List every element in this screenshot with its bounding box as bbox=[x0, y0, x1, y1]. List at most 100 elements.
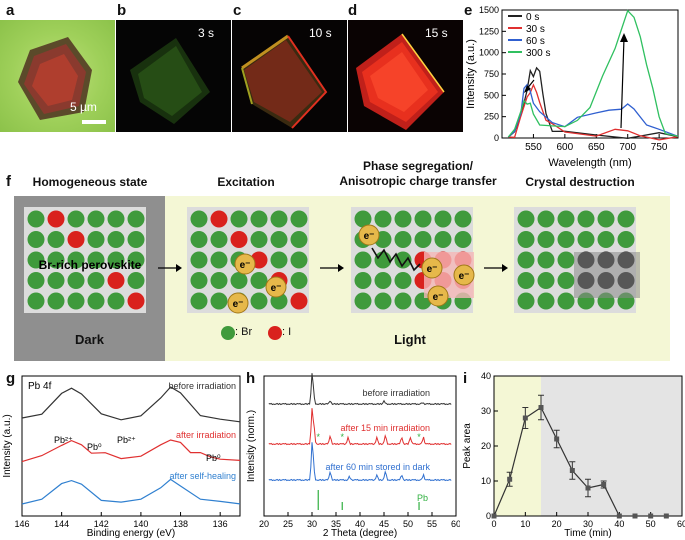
grid-homogeneous-atom bbox=[87, 251, 105, 269]
grid-excitation-atom bbox=[210, 210, 228, 228]
time-label-c: 10 s bbox=[309, 26, 332, 40]
e-series-line-3 bbox=[507, 9, 679, 138]
i-data-point bbox=[522, 415, 528, 421]
electron-6-label: e⁻ bbox=[459, 271, 470, 282]
grid-destruction-atom bbox=[537, 292, 555, 310]
grid-homogeneous-atom bbox=[27, 251, 45, 269]
g-ylabel: Intensity (a.u.) bbox=[2, 414, 13, 477]
i-data-point bbox=[491, 513, 497, 519]
electron-1-label: e⁻ bbox=[240, 260, 251, 271]
g-title: Pb 4f bbox=[28, 381, 52, 392]
time-label-b: 3 s bbox=[198, 26, 215, 40]
grid-destruction-atom bbox=[577, 231, 595, 248]
grid-segregation-atom bbox=[414, 231, 432, 248]
chart-e: 550 600 650 700 750 0 250 500 750 1000 1250 1500 0 … bbox=[465, 5, 679, 169]
grid-excitation-atom bbox=[210, 231, 228, 248]
h-xtick-label: 50 bbox=[403, 519, 413, 529]
grid-segregation-atom bbox=[414, 210, 432, 228]
grid-excitation-atom bbox=[210, 272, 228, 289]
grid-segregation-atom bbox=[434, 210, 452, 228]
micrograph-d: 15 s bbox=[348, 20, 463, 132]
charge-transfer-wave bbox=[371, 247, 421, 272]
stage3-title: Phase segregation/ Anisotropic charge tr… bbox=[318, 159, 518, 189]
e-xlabel: Wavelength (nm) bbox=[548, 157, 631, 169]
e-ytick-label: 0 bbox=[494, 133, 499, 143]
g-xtick-label: 142 bbox=[94, 519, 109, 529]
g-xlabel: Binding energy (eV) bbox=[87, 528, 175, 539]
chart-h: 20 25 30 35 40 45 50 55 60 * * * before irradiatio… bbox=[246, 373, 460, 539]
grid-destruction-atom bbox=[537, 272, 555, 289]
grid-excitation-atom bbox=[290, 292, 308, 310]
electron-2-label: e⁻ bbox=[271, 283, 282, 294]
br-rich-label: Br-rich perovskite bbox=[38, 258, 142, 272]
time-label-d: 15 s bbox=[425, 26, 448, 40]
e-xtick-label: 600 bbox=[557, 142, 574, 153]
grid-segregation-atom bbox=[354, 272, 372, 289]
grid-homogeneous-atom bbox=[27, 292, 45, 310]
i-shade-region-0 bbox=[494, 376, 541, 516]
g-xtick-label: 140 bbox=[133, 519, 148, 529]
grid-excitation-atom bbox=[250, 210, 268, 228]
e-ytick-label: 500 bbox=[484, 90, 499, 100]
stage-arrow-1-head bbox=[176, 264, 182, 272]
grid-destruction-atom bbox=[517, 251, 535, 269]
grid-homogeneous-atom bbox=[67, 251, 85, 269]
grid-segregation-atom bbox=[394, 292, 412, 310]
g-annot-pb2-b: Pb²⁺ bbox=[117, 435, 136, 445]
grid-excitation-atom bbox=[190, 231, 208, 248]
g-xtick-label: 144 bbox=[54, 519, 69, 529]
grid-segregation-atom bbox=[374, 210, 392, 228]
grid-segregation-atom bbox=[454, 231, 472, 248]
electron-7 bbox=[427, 285, 449, 307]
grid-excitation-atom bbox=[210, 292, 228, 310]
stage1-title: Homogeneous state bbox=[32, 175, 148, 189]
legend-br-swatch bbox=[221, 326, 235, 340]
micrograph-b: 3 s bbox=[116, 20, 231, 132]
grid-homogeneous-atom bbox=[127, 231, 145, 248]
grid-destruction-atom bbox=[617, 210, 635, 228]
i-ytick-label: 30 bbox=[481, 406, 491, 416]
schematic-f: Homogeneous state Excitation Phase segre… bbox=[0, 159, 685, 367]
grid-segregation-atom bbox=[394, 231, 412, 248]
electron-2 bbox=[265, 276, 287, 298]
panel-label-e: e bbox=[464, 2, 473, 19]
arrow-red-growth bbox=[620, 37, 625, 129]
dark-label: Dark bbox=[75, 332, 104, 347]
grid-segregation-atom bbox=[354, 292, 372, 310]
i-xtick-label: 10 bbox=[520, 519, 530, 529]
g-annot-pb2-a: Pb²⁺ bbox=[54, 435, 73, 445]
grid-homogeneous-atom bbox=[127, 292, 145, 310]
i-ytick-label: 10 bbox=[481, 476, 491, 486]
grid-destruction-atom bbox=[617, 231, 635, 248]
grid-excitation-atom bbox=[290, 210, 308, 228]
panel-label-g: g bbox=[6, 370, 16, 387]
grid-destruction-atom bbox=[557, 251, 575, 269]
grid-excitation-atom bbox=[190, 272, 208, 289]
g-xtick-label: 136 bbox=[213, 519, 228, 529]
grid-homogeneous-atom bbox=[47, 231, 65, 248]
stage3-title-line2: Anisotropic charge transfer bbox=[339, 174, 497, 188]
h-xtick-label: 45 bbox=[379, 519, 389, 529]
grid-homogeneous-atom bbox=[87, 210, 105, 228]
grid-segregation-atom bbox=[434, 231, 452, 248]
light-label: Light bbox=[394, 332, 426, 347]
grid-destruction-atom bbox=[597, 231, 615, 248]
grid-segregation-atom bbox=[354, 251, 372, 269]
grid-homogeneous-atom bbox=[47, 292, 65, 310]
h-series-line-2 bbox=[268, 442, 452, 482]
e-xtick-label: 650 bbox=[588, 142, 605, 153]
grid-homogeneous-atom bbox=[47, 210, 65, 228]
g-xtick-label: 146 bbox=[14, 519, 29, 529]
g-series-label-2: after self-healing bbox=[169, 471, 236, 481]
electron-6 bbox=[453, 264, 475, 286]
i-xtick-label: 40 bbox=[614, 519, 624, 529]
h-xtick-label: 30 bbox=[307, 519, 317, 529]
chart-g-frame bbox=[21, 375, 241, 517]
e-ytick-label: 1250 bbox=[479, 26, 499, 36]
grid-excitation-atom bbox=[210, 251, 228, 269]
h-xtick-label: 40 bbox=[355, 519, 365, 529]
h-ref-label: Pb bbox=[417, 493, 428, 503]
grid-excitation-atom bbox=[290, 251, 308, 269]
grid-destruction-atom bbox=[557, 231, 575, 248]
grid-destruction-atom bbox=[537, 251, 555, 269]
